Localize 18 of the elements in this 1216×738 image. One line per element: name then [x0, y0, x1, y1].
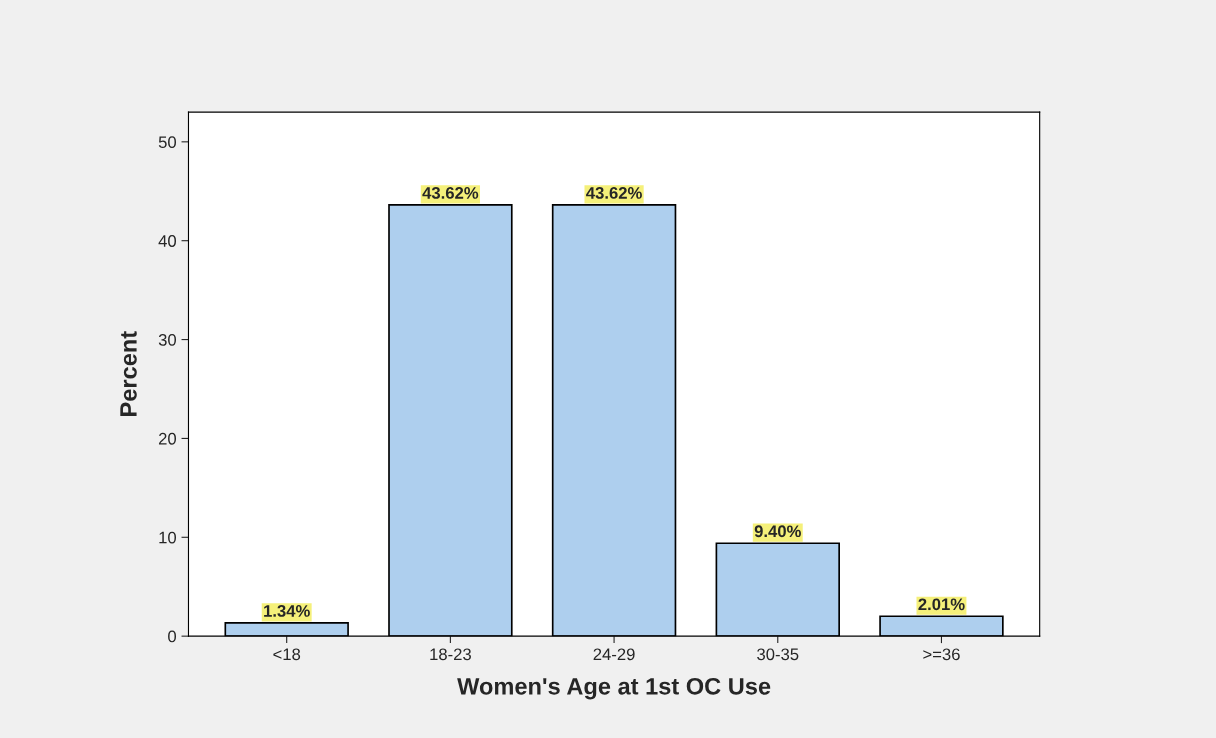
y-axis-title: Percent	[120, 331, 137, 416]
y-tick-label: 20	[158, 432, 177, 445]
y-tick-label: 50	[158, 136, 177, 149]
data-label: 1.34%	[264, 605, 310, 617]
x-tick-label: >=36	[923, 648, 960, 661]
y-tick-label: 40	[158, 235, 177, 247]
data-label: 43.62%	[586, 187, 642, 199]
y-tick-label: 0	[168, 630, 177, 643]
y-tick-label: 10	[159, 531, 177, 544]
data-label: 2.01%	[918, 598, 965, 611]
y-tick-label: 30	[158, 333, 177, 346]
x-axis-title: Women's Age at 1st OC Use	[457, 677, 771, 700]
data-label: 43.62%	[422, 187, 479, 199]
x-tick-label: <18	[273, 648, 301, 661]
x-tick-label: 30-35	[757, 648, 799, 661]
data-label: 9.40%	[754, 525, 801, 538]
x-tick-label: 18-23	[430, 648, 471, 661]
x-tick-label: 24-29	[593, 648, 635, 661]
